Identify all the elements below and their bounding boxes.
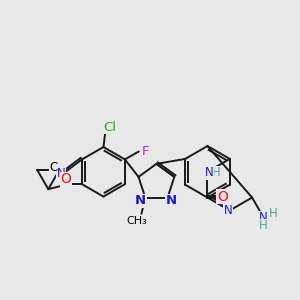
Text: H: H	[268, 208, 277, 220]
Text: O: O	[217, 190, 228, 204]
Text: CH₃: CH₃	[126, 216, 147, 226]
Text: N: N	[224, 204, 232, 217]
Text: O: O	[61, 172, 72, 186]
Text: N: N	[57, 167, 66, 180]
Text: N: N	[205, 166, 214, 179]
Text: H: H	[259, 219, 267, 232]
Text: N: N	[166, 194, 177, 207]
Text: H: H	[212, 166, 221, 179]
Text: F: F	[142, 145, 149, 158]
Text: N: N	[259, 212, 267, 224]
Text: N: N	[135, 194, 146, 207]
Text: Cl: Cl	[103, 121, 116, 134]
Text: C: C	[49, 161, 57, 174]
